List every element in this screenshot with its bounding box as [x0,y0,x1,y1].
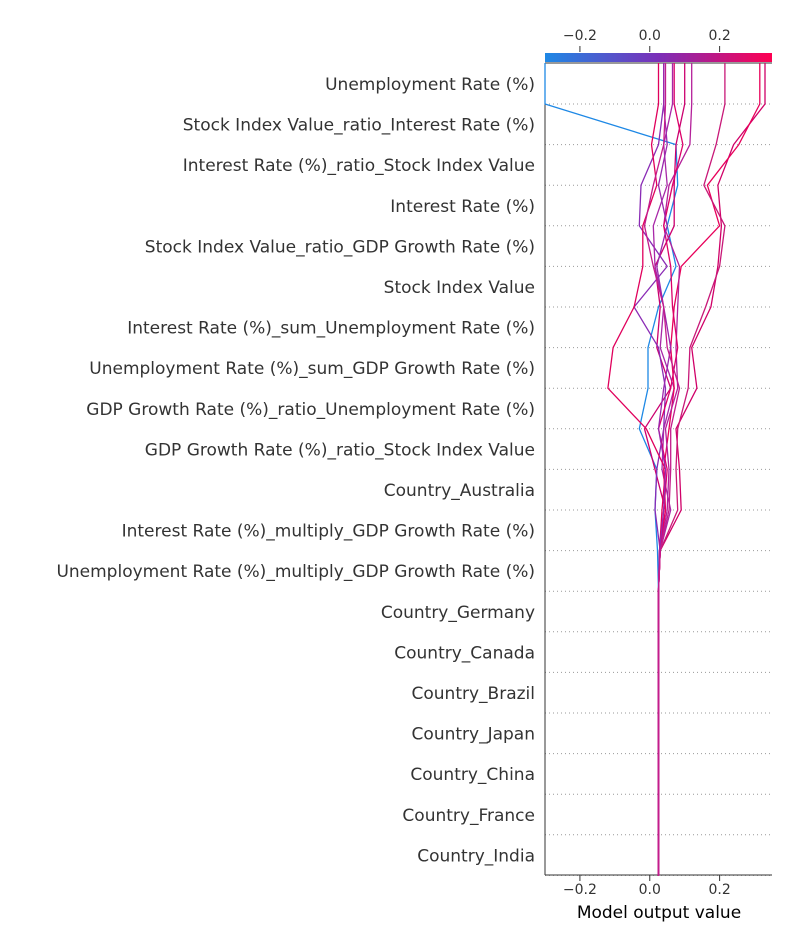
feature-label: GDP Growth Rate (%)_ratio_Unemployment R… [86,400,535,420]
axes: −0.2 −0.2 0.0 0.0 0.2 0.2 [544,28,772,898]
feature-label: Country_Germany [381,603,535,623]
feature-label: Country_Canada [394,643,535,663]
feature-label: Unemployment Rate (%)_multiply_GDP Growt… [56,562,535,582]
feature-label: Interest Rate (%) [390,197,535,217]
feature-label: Country_France [402,806,535,826]
feature-label: Unemployment Rate (%)_sum_GDP Growth Rat… [89,359,535,379]
x-tick-label-bottom: 0.0 [639,882,661,898]
decision-line [643,63,686,877]
feature-labels: Unemployment Rate (%) Stock Index Value_r… [56,75,535,866]
x-tick-label-bottom: 0.2 [708,882,730,898]
decision-lines [544,63,766,877]
colorbar [545,53,772,62]
feature-label: Interest Rate (%)_sum_Unemployment Rate … [127,319,535,339]
x-tick-label-top: 0.0 [639,28,661,44]
feature-label: Country_Brazil [412,684,535,704]
x-axis-label: Model output value [577,903,741,923]
feature-label: GDP Growth Rate (%)_ratio_Stock Index Va… [145,440,535,460]
x-tick-label-top: 0.2 [708,28,730,44]
decision-line [643,63,681,877]
feature-label: Unemployment Rate (%) [325,75,535,95]
feature-label: Stock Index Value [384,278,535,298]
x-tick-label-bottom: −0.2 [563,882,597,898]
feature-label: Stock Index Value_ratio_Interest Rate (%… [183,116,535,136]
feature-label: Interest Rate (%)_ratio_Stock Index Valu… [183,156,535,176]
feature-label: Country_India [417,846,535,866]
feature-label: Country_Japan [412,725,535,745]
feature-label: Stock Index Value_ratio_GDP Growth Rate … [145,237,535,257]
feature-label: Country_China [410,765,535,785]
feature-label: Interest Rate (%)_multiply_GDP Growth Ra… [122,522,535,542]
x-tick-label-top: −0.2 [563,28,597,44]
feature-label: Country_Australia [384,481,535,501]
